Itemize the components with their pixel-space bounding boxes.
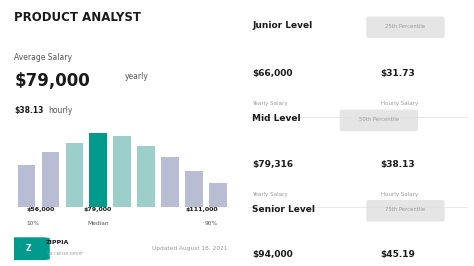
Bar [65, 143, 83, 207]
Text: Hourly Salary: Hourly Salary [381, 192, 418, 197]
Text: THE CAREER EXPERT: THE CAREER EXPERT [46, 252, 83, 256]
Text: 90%: 90% [205, 221, 218, 226]
Text: ZIPPIA: ZIPPIA [46, 240, 70, 245]
Text: Updated August 18, 2021: Updated August 18, 2021 [152, 246, 228, 251]
Text: $66,000: $66,000 [253, 69, 293, 78]
Text: $38.13: $38.13 [381, 160, 415, 169]
Text: Z: Z [26, 244, 31, 253]
Bar [210, 183, 227, 207]
Text: Senior Level: Senior Level [253, 205, 316, 214]
Text: Yearly Salary: Yearly Salary [253, 101, 288, 106]
Text: yearly: yearly [125, 72, 148, 81]
Bar [18, 165, 35, 207]
Text: $79,316: $79,316 [253, 160, 293, 169]
Text: 10%: 10% [26, 221, 39, 226]
Bar [113, 136, 131, 207]
Text: $111,000: $111,000 [185, 207, 218, 212]
Bar [137, 146, 155, 207]
Text: 50th Percentile: 50th Percentile [359, 117, 399, 122]
Text: $45.19: $45.19 [381, 250, 416, 259]
Text: Junior Level: Junior Level [253, 21, 313, 30]
FancyBboxPatch shape [340, 110, 418, 131]
Text: hourly: hourly [48, 106, 72, 115]
Text: $31.73: $31.73 [381, 69, 416, 78]
Text: $56,000: $56,000 [26, 207, 55, 212]
Text: $79,000: $79,000 [14, 72, 90, 90]
Bar [42, 152, 59, 207]
Text: Average Salary: Average Salary [14, 53, 73, 62]
Text: $38.13: $38.13 [14, 106, 44, 115]
Text: Median: Median [87, 221, 109, 226]
FancyBboxPatch shape [366, 200, 445, 222]
Text: Yearly Salary: Yearly Salary [253, 192, 288, 197]
Bar [185, 171, 202, 207]
FancyBboxPatch shape [7, 237, 50, 260]
Bar [161, 157, 179, 207]
Text: PRODUCT ANALYST: PRODUCT ANALYST [14, 11, 141, 24]
Text: 75th Percentile: 75th Percentile [385, 207, 426, 212]
FancyBboxPatch shape [366, 16, 445, 38]
Text: Hourly Salary: Hourly Salary [381, 101, 418, 106]
Text: $94,000: $94,000 [253, 250, 293, 259]
Bar [90, 133, 107, 207]
Text: 25th Percentile: 25th Percentile [385, 24, 426, 28]
Text: Mid Level: Mid Level [253, 114, 301, 123]
Text: $79,000: $79,000 [84, 207, 112, 212]
